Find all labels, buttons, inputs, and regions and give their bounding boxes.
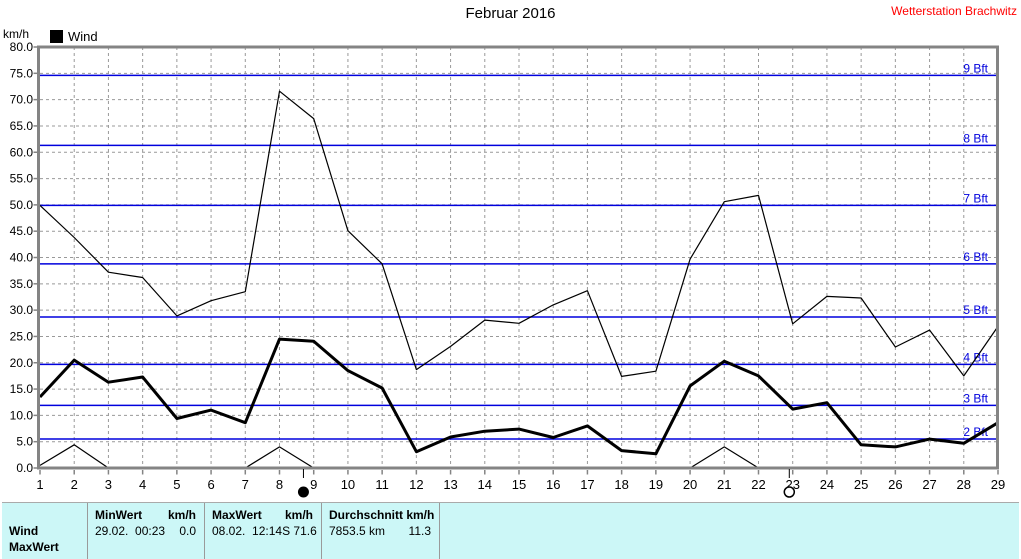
x-tick-label: 3 (105, 477, 112, 492)
x-tick-label: 19 (649, 477, 663, 492)
y-tick-label: 50.0 (10, 198, 34, 212)
beaufort-label: 9 Bft (963, 61, 988, 75)
x-tick-label: 9 (310, 477, 317, 492)
summary-row-labels: Wind MaxWert (2, 503, 88, 559)
x-tick-label: 5 (173, 477, 180, 492)
y-tick-label: 25.0 (10, 329, 34, 343)
x-tick-label: 22 (751, 477, 765, 492)
wind-series-swatch-icon (50, 30, 63, 43)
x-tick-label: 11 (375, 477, 389, 492)
x-tick-label: 29 (991, 477, 1005, 492)
x-tick-label: 28 (957, 477, 971, 492)
durchschnitt-column: Durchschnitt km/h 7853.5 km 11.3 (322, 503, 440, 559)
beaufort-label: 6 Bft (963, 250, 988, 264)
maxwert-unit-header: km/h (284, 508, 313, 522)
y-tick-label: 10.0 (10, 408, 34, 422)
row-label-wind: Wind (9, 524, 39, 538)
y-tick-label: 20.0 (10, 356, 34, 370)
chart-title: Februar 2016 (465, 5, 556, 22)
beaufort-label: 7 Bft (963, 191, 988, 205)
row-label-maxwert-partial: MaxWert (9, 540, 59, 554)
wind-chart-page: { "header": { "title": "Februar 2016", "… (2, 4, 1019, 559)
beaufort-label: 5 Bft (963, 303, 988, 317)
plot-frame (37, 45, 999, 470)
beaufort-label: 2 Bft (963, 425, 988, 439)
legend: Wind (50, 29, 98, 44)
x-tick-label: 15 (512, 477, 526, 492)
x-tick-label: 16 (546, 477, 560, 492)
y-tick-label: 65.0 (10, 119, 34, 133)
x-tick-label: 21 (717, 477, 731, 492)
series-wind-max-gust (39, 90, 999, 377)
minwert-datetime: 29.02. 00:23 (95, 524, 166, 538)
beaufort-label: 3 Bft (963, 391, 988, 405)
durchschnitt-distance: 7853.5 km (329, 524, 386, 538)
beaufort-label: 8 Bft (963, 131, 988, 145)
x-tick-label: 14 (478, 477, 492, 492)
y-tick-label: 5.0 (16, 435, 33, 449)
maxwert-column: MaxWert km/h 08.02. 12:14 S 71.6 (205, 503, 322, 559)
x-tick-label: 1 (36, 477, 43, 492)
summary-table-empty-area (440, 503, 1019, 559)
y-tick-label: 70.0 (10, 93, 34, 107)
y-tick-label: 45.0 (10, 224, 34, 238)
y-tick-label: 60.0 (10, 145, 34, 159)
x-tick-label: 12 (409, 477, 423, 492)
x-tick-label: 17 (580, 477, 594, 492)
y-tick-label: 75.0 (10, 66, 34, 80)
y-tick-label: 30.0 (10, 303, 34, 317)
minwert-header: MinWert (95, 508, 143, 522)
x-tick-label: 2 (71, 477, 78, 492)
x-tick-label: 26 (888, 477, 902, 492)
full-moon-icon (783, 486, 796, 498)
x-tick-label: 6 (207, 477, 214, 492)
x-tick-label: 20 (683, 477, 697, 492)
x-tick-label: 25 (854, 477, 868, 492)
series-wind-average (38, 337, 999, 456)
minwert-column: MinWert km/h 29.02. 00:23 0.0 (88, 503, 205, 559)
station-name-label: Wetterstation Brachwitz (891, 4, 1017, 18)
legend-label: Wind (68, 29, 98, 44)
durchschnitt-header: Durchschnitt km/h (329, 508, 435, 522)
maxwert-datetime: 08.02. 12:14 (212, 524, 283, 538)
x-tick-label: 27 (922, 477, 936, 492)
y-tick-label: 55.0 (10, 172, 34, 186)
summary-table: Wind MaxWert MinWert km/h 29.02. 00:23 0… (2, 502, 1019, 559)
x-tick-label: 10 (341, 477, 355, 492)
x-tick-label: 4 (139, 477, 146, 492)
y-tick-label: 40.0 (10, 251, 34, 265)
x-tick-label: 13 (443, 477, 457, 492)
y-tick-label: 0.0 (16, 461, 33, 475)
maxwert-value: S 71.6 (282, 524, 317, 538)
y-tick-label: 15.0 (10, 382, 34, 396)
x-tick-label: 8 (276, 477, 283, 492)
durchschnitt-value: 11.3 (408, 524, 431, 538)
x-tick-label: 24 (820, 477, 834, 492)
new-moon-icon (297, 486, 309, 498)
minwert-value: 0.0 (179, 524, 196, 538)
x-tick-label: 18 (614, 477, 628, 492)
maxwert-header: MaxWert (212, 508, 262, 522)
x-tick-label: 7 (242, 477, 249, 492)
minwert-unit-header: km/h (167, 508, 196, 522)
y-tick-label: 80.0 (10, 40, 34, 54)
y-axis-unit-label: km/h (3, 27, 30, 41)
y-tick-label: 35.0 (10, 277, 34, 291)
